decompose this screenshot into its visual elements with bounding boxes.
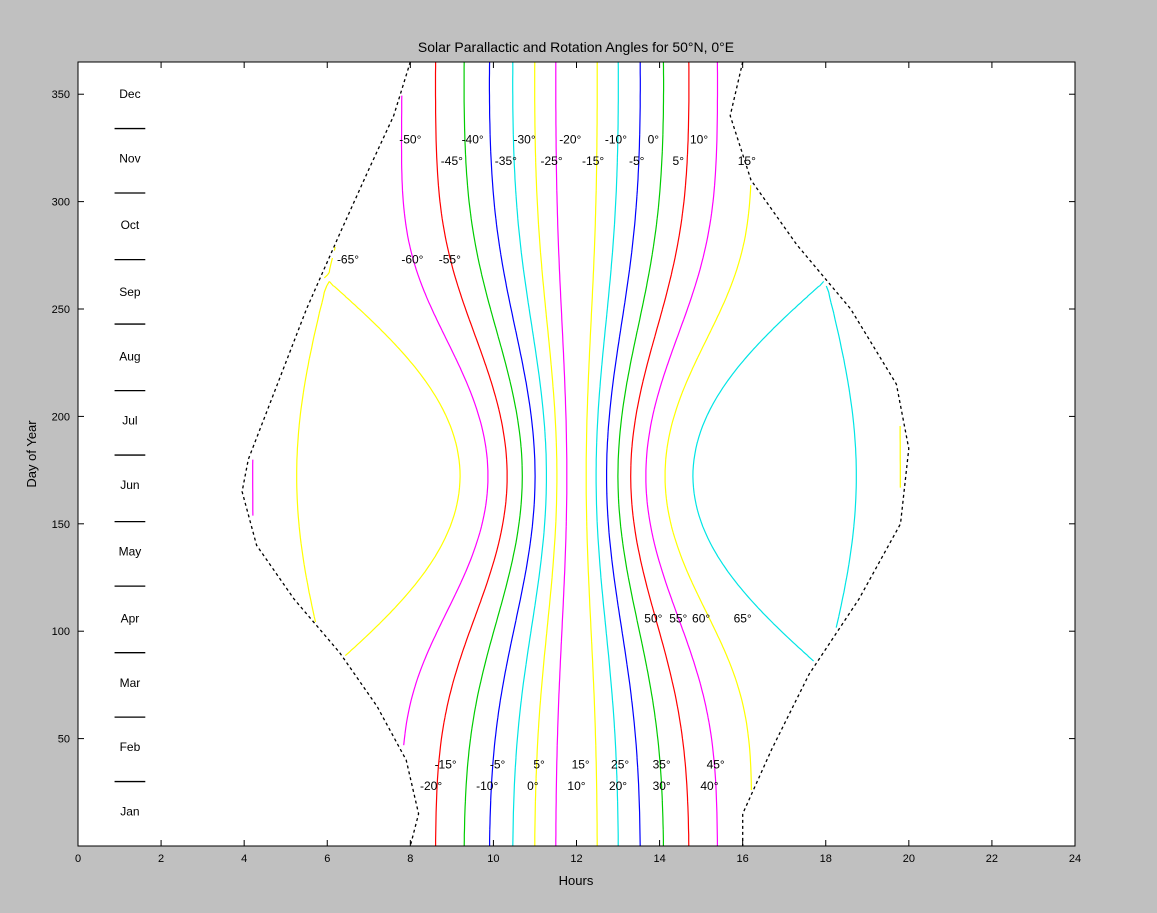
contour-line (606, 62, 641, 846)
y-axis-label: Day of Year (24, 420, 39, 488)
month-label: Apr (121, 611, 140, 625)
month-label: Mar (120, 676, 141, 690)
x-tick-label: 0 (75, 853, 81, 865)
contour-label: 5° (533, 757, 545, 771)
contour-line (630, 62, 690, 846)
contour-label: -10° (476, 779, 498, 793)
contour-label: 0° (648, 132, 660, 146)
x-tick-label: 8 (407, 853, 413, 865)
contour-label: 35° (653, 757, 671, 771)
contour-label: -65° (337, 253, 359, 267)
month-label: Aug (119, 349, 140, 363)
x-tick-label: 10 (487, 853, 499, 865)
contour-label: 10° (567, 779, 585, 793)
y-tick-label: 200 (52, 411, 70, 423)
x-axis: 0 2 4 6 8 10 12 14 16 18 20 22 24 (75, 62, 1081, 865)
contour-label: 55° (669, 611, 687, 625)
contour-line (555, 62, 568, 846)
contour-label: -25° (540, 154, 562, 168)
x-tick-label: 18 (820, 853, 832, 865)
x-tick-label: 20 (903, 853, 915, 865)
month-label: Jan (120, 805, 139, 819)
contour-label: 20° (609, 779, 627, 793)
contour-label: -15° (582, 154, 604, 168)
contour-line (512, 62, 547, 846)
contour-label: -20° (559, 132, 581, 146)
contour-label: 15° (738, 154, 756, 168)
contour-label: 45° (707, 757, 725, 771)
contour-label: -5° (629, 154, 645, 168)
contour-line (617, 62, 665, 846)
contour-label: 5° (673, 154, 685, 168)
plot-area (78, 62, 1075, 846)
contour-label: -20° (420, 779, 442, 793)
x-tick-label: 22 (986, 853, 998, 865)
contour-label: -45° (441, 154, 463, 168)
contour-label: -60° (401, 253, 423, 267)
contour-label: -35° (495, 154, 517, 168)
x-tick-label: 14 (653, 853, 665, 865)
contour-line (595, 62, 619, 846)
contour-labels: -50° -40° -30° -20° -10° 0° 10° -45° -35° -25° -15… (337, 132, 756, 793)
contour-label: -55° (439, 253, 461, 267)
contour-label: 25° (611, 757, 629, 771)
daylight-boundary (241, 62, 910, 846)
contour-label: -10° (605, 132, 627, 146)
x-tick-label: 6 (324, 853, 330, 865)
y-axis: 50 100 150 200 250 300 350 (52, 89, 1075, 746)
x-tick-label: 16 (737, 853, 749, 865)
y-tick-label: 250 (52, 304, 70, 316)
contour-label: -30° (513, 132, 535, 146)
contour-label: -15° (435, 757, 457, 771)
contour-lines (252, 62, 901, 846)
contour-line (252, 95, 489, 746)
month-annotations: Jan Feb Mar Apr May Jun Jul Aug Sep Oct Nov Dec (114, 87, 146, 819)
x-tick-label: 24 (1069, 853, 1081, 865)
month-label: Jul (122, 414, 137, 428)
contour-line (434, 62, 508, 846)
contour-line (463, 62, 523, 846)
boundary-left (241, 62, 420, 846)
contour-line (645, 62, 719, 846)
contour-label: 15° (572, 757, 590, 771)
contour-line (534, 62, 558, 846)
y-tick-label: 50 (58, 734, 70, 746)
month-label: Oct (121, 218, 140, 232)
contour-label: 0° (527, 779, 539, 793)
contour-line (296, 246, 461, 657)
contour-label: -40° (462, 132, 484, 146)
y-tick-label: 300 (52, 197, 70, 209)
boundary-right (729, 62, 910, 846)
y-tick-label: 350 (52, 89, 70, 101)
month-label: Feb (120, 740, 141, 754)
month-label: Nov (119, 152, 140, 166)
month-label: Sep (119, 285, 141, 299)
month-label: Dec (119, 87, 140, 101)
contour-line (488, 62, 536, 846)
x-tick-label: 12 (570, 853, 582, 865)
contour-line (692, 281, 857, 662)
contour-label: -5° (490, 757, 506, 771)
contour-label: 10° (690, 132, 708, 146)
contour-label: 60° (692, 611, 710, 625)
x-tick-label: 2 (158, 853, 164, 865)
contour-label: 50° (644, 611, 662, 625)
month-label: May (119, 545, 142, 559)
chart-title: Solar Parallactic and Rotation Angles fo… (418, 39, 734, 55)
contour-line (664, 185, 901, 791)
y-tick-label: 150 (52, 519, 70, 531)
contour-label: 65° (734, 611, 752, 625)
month-label: Jun (120, 478, 139, 492)
x-tick-label: 4 (241, 853, 247, 865)
contour-label: 30° (653, 779, 671, 793)
contour-label: -50° (399, 132, 421, 146)
x-axis-label: Hours (559, 873, 594, 888)
contour-label: 40° (700, 779, 718, 793)
contour-line (585, 62, 598, 846)
y-tick-label: 100 (52, 626, 70, 638)
